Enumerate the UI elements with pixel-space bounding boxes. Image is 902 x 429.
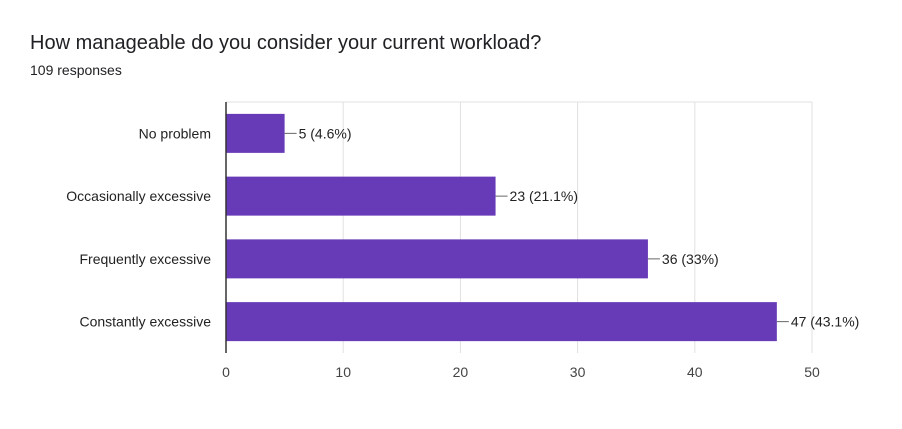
- x-tick-label: 30: [570, 364, 586, 380]
- bar: [226, 176, 496, 216]
- bar: [226, 302, 777, 342]
- x-tick-label: 50: [804, 364, 820, 380]
- data-label: 36 (33%): [662, 251, 719, 267]
- category-label: Occasionally excessive: [66, 188, 211, 204]
- x-tick-label: 20: [453, 364, 469, 380]
- x-tick-label: 0: [222, 364, 230, 380]
- data-label: 23 (21.1%): [510, 188, 578, 204]
- bar: [226, 113, 285, 153]
- category-label: Frequently excessive: [79, 251, 211, 267]
- category-label: Constantly excessive: [79, 314, 211, 330]
- bar: [226, 239, 648, 279]
- response-count: 109 responses: [30, 62, 122, 78]
- category-label: No problem: [139, 125, 211, 141]
- chart-title: How manageable do you consider your curr…: [30, 32, 542, 54]
- data-label: 5 (4.6%): [299, 125, 352, 141]
- x-tick-label: 10: [335, 364, 351, 380]
- data-label: 47 (43.1%): [791, 314, 859, 330]
- x-tick-label: 40: [687, 364, 703, 380]
